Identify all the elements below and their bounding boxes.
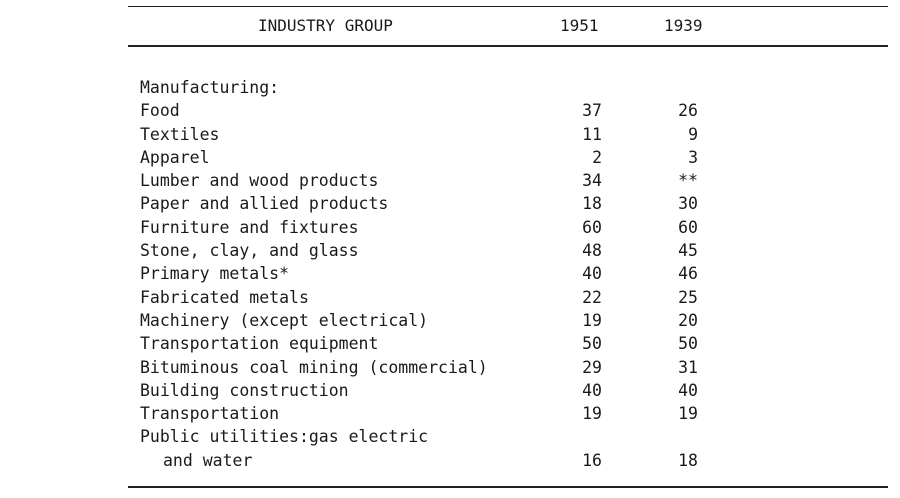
- table-row: Lumber and wood products 34 **: [140, 169, 700, 192]
- value-1939: 18: [678, 450, 698, 470]
- table-row: Bituminous coal mining (commercial) 29 3…: [140, 356, 700, 379]
- table-row: Food 37 26: [140, 99, 700, 122]
- value-1951: 34: [582, 171, 602, 191]
- section-heading-row: Manufacturing:: [140, 76, 700, 99]
- value-1939: **: [678, 171, 698, 191]
- industry-label: Lumber and wood products: [140, 171, 379, 191]
- value-1939: 3: [688, 147, 698, 167]
- table-row: Stone, clay, and glass 48 45: [140, 239, 700, 262]
- value-1939: 46: [678, 264, 698, 284]
- value-1939: 25: [678, 287, 698, 307]
- table-row: Fabricated metals 22 25: [140, 286, 700, 309]
- table-row: Machinery (except electrical) 19 20: [140, 309, 700, 332]
- table-bottom-rule: [128, 486, 888, 488]
- industry-label: Fabricated metals: [140, 287, 309, 307]
- value-1951: 16: [582, 450, 602, 470]
- industry-label: Stone, clay, and glass: [140, 241, 359, 261]
- value-1951: 60: [582, 217, 602, 237]
- industry-label-continuation: and water: [163, 450, 253, 470]
- industry-label: Paper and allied products: [140, 194, 389, 214]
- value-1951: 37: [582, 101, 602, 121]
- value-1951: 19: [582, 404, 602, 424]
- value-1939: 31: [678, 357, 698, 377]
- value-1939: 30: [678, 194, 698, 214]
- value-1951: 11: [582, 124, 602, 144]
- industry-label: Building construction: [140, 380, 349, 400]
- value-1939: 20: [678, 310, 698, 330]
- value-1951: 50: [582, 334, 602, 354]
- table-top-rule: [128, 6, 888, 7]
- column-header-industry-group: INDUSTRY GROUP: [258, 16, 393, 35]
- table-row: Primary metals* 40 46: [140, 262, 700, 285]
- table-row: Apparel 2 3: [140, 146, 700, 169]
- value-1951: 48: [582, 241, 602, 261]
- industry-label: Transportation: [140, 404, 280, 424]
- table-row: Building construction 40 40: [140, 379, 700, 402]
- value-1951: 19: [582, 310, 602, 330]
- value-1939: 50: [678, 334, 698, 354]
- value-1951: 18: [582, 194, 602, 214]
- industry-label: Transportation equipment: [140, 334, 379, 354]
- value-1939: 45: [678, 241, 698, 261]
- value-1951: 29: [582, 357, 602, 377]
- industry-label: Food: [140, 101, 180, 121]
- industry-label: Public utilities:gas electric: [140, 427, 429, 447]
- value-1939: 60: [678, 217, 698, 237]
- value-1951: 22: [582, 287, 602, 307]
- table-row: Transportation 19 19: [140, 402, 700, 425]
- value-1951: 2: [592, 147, 602, 167]
- value-1939: 19: [678, 404, 698, 424]
- table-row: Textiles 11 9: [140, 123, 700, 146]
- header-divider-rule: [128, 45, 888, 47]
- value-1939: 40: [678, 380, 698, 400]
- value-1951: 40: [582, 264, 602, 284]
- table-row-public-utilities-line1: Public utilities:gas electric: [140, 425, 700, 448]
- column-header-year-1939: 1939: [664, 16, 703, 35]
- value-1951: 40: [582, 380, 602, 400]
- industry-label: Apparel: [140, 147, 210, 167]
- industry-table-body: Manufacturing: Food 37 26 Textiles 11 9 …: [140, 76, 700, 472]
- column-header-year-1951: 1951: [560, 16, 599, 35]
- table-row: Furniture and fixtures 60 60: [140, 216, 700, 239]
- industry-label: Textiles: [140, 124, 220, 144]
- industry-label: Machinery (except electrical): [140, 310, 429, 330]
- table-row: Paper and allied products 18 30: [140, 192, 700, 215]
- section-heading: Manufacturing:: [140, 78, 280, 97]
- industry-label: Primary metals*: [140, 264, 290, 284]
- value-1939: 9: [688, 124, 698, 144]
- table-row-public-utilities-line2: and water 16 18: [140, 449, 700, 472]
- industry-label: Furniture and fixtures: [140, 217, 359, 237]
- table-row: Transportation equipment 50 50: [140, 332, 700, 355]
- value-1939: 26: [678, 101, 698, 121]
- industry-label: Bituminous coal mining (commercial): [140, 357, 488, 377]
